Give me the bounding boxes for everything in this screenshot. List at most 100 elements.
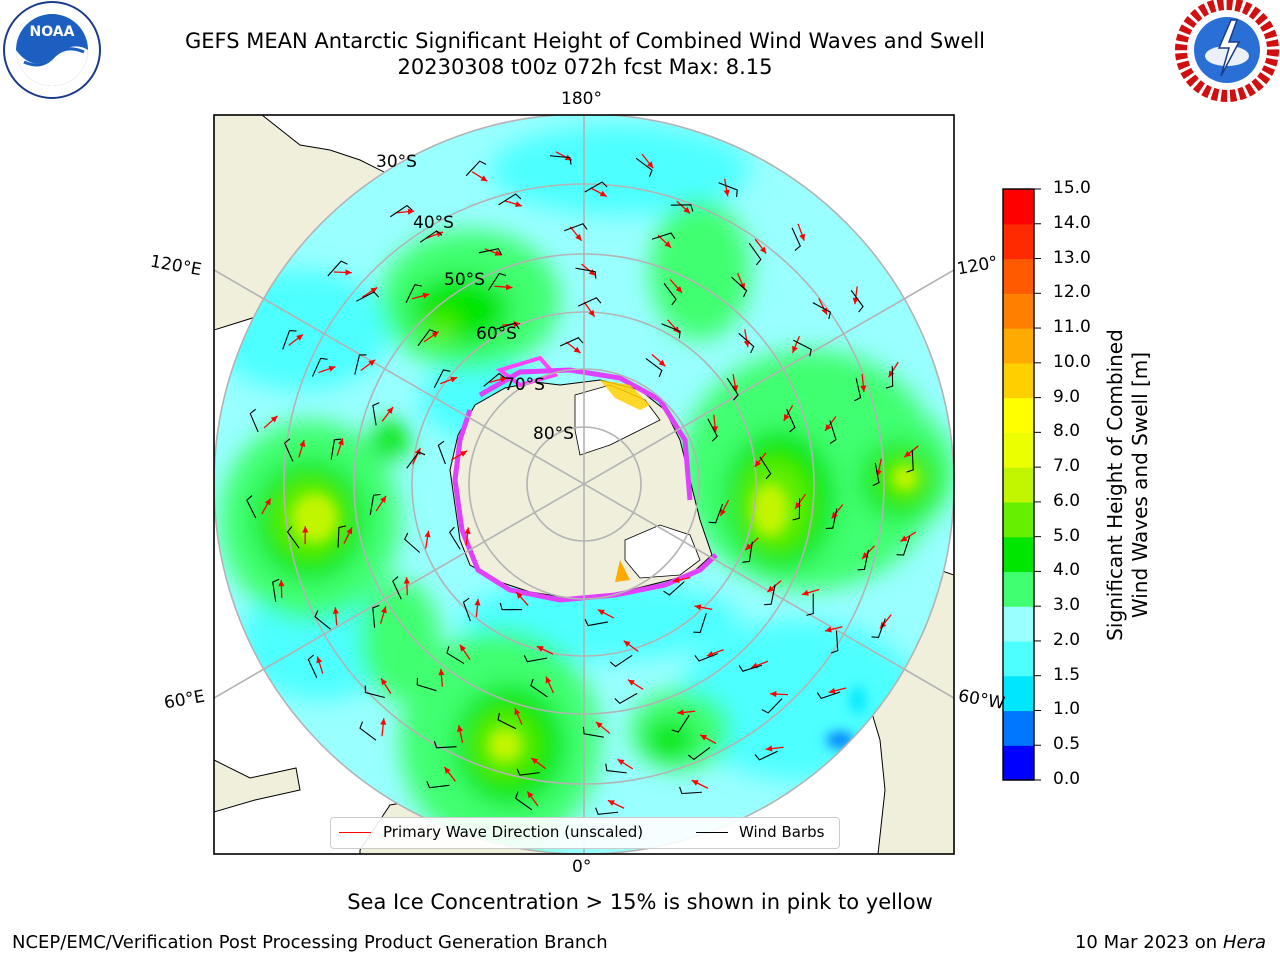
wave-arrow-head	[575, 233, 582, 241]
wind-barb	[584, 619, 608, 627]
wind-barb	[392, 576, 402, 600]
wave-legend-label: Primary Wave Direction (unscaled)	[383, 823, 644, 841]
wave-arrow-head	[424, 530, 431, 538]
wave-arrow-head	[745, 543, 753, 551]
wave-arrow-head	[450, 376, 458, 383]
wind-barb	[359, 721, 377, 741]
colorbar-band	[1003, 432, 1034, 468]
footer-host: Hera	[1222, 932, 1266, 953]
wave-arrow-head	[345, 269, 352, 276]
wind-barb	[742, 541, 753, 563]
lat-label-50s: 50°S	[444, 270, 485, 290]
colorbar-tick-label: 1.0	[1053, 699, 1081, 720]
wind-barb	[850, 290, 864, 313]
wave-arrow-head	[646, 161, 654, 169]
wind-barb	[272, 578, 280, 602]
colorbar-band	[1003, 640, 1034, 677]
wind-barb	[582, 726, 604, 738]
wind-barb	[246, 495, 257, 519]
wave-arrow-head	[278, 579, 285, 587]
colorbar-tick-label: 3.0	[1053, 595, 1081, 616]
wave-arrow-head	[754, 460, 762, 467]
wave-arrow-head	[595, 721, 603, 729]
wind-barb	[354, 354, 367, 375]
wave-arrow-head	[474, 599, 481, 606]
wave-arrow-head	[828, 687, 836, 694]
colorbar-tick-label: 11.0	[1053, 317, 1091, 338]
wind-barb	[605, 763, 627, 774]
wind-barb	[663, 581, 685, 596]
wind-barb	[885, 366, 894, 389]
wave-arrow-head	[677, 709, 684, 716]
wave-legend-swatch	[339, 832, 371, 833]
wind-barbs	[246, 155, 914, 815]
wave-arrow-head	[599, 190, 607, 197]
wave-arrow-head	[337, 438, 344, 446]
wind-barb	[419, 230, 443, 243]
wind-barb	[609, 654, 633, 668]
barb-legend-label: Wind Barbs	[739, 823, 825, 841]
chart-subtitle: 20230308 t00z 072h fcst Max: 8.15	[397, 55, 773, 79]
wave-arrow-head	[765, 745, 773, 752]
wind-barb	[791, 227, 801, 251]
map-frame	[213, 114, 955, 855]
colorbar-band	[1003, 362, 1034, 399]
wind-barb	[829, 420, 837, 444]
barb-legend-swatch	[696, 832, 728, 833]
lat-label-30s: 30°S	[376, 152, 417, 172]
wave-arrow-head	[862, 552, 869, 559]
colorbar-band	[1003, 189, 1034, 225]
footer-credit: NCEP/EMC/Verification Post Processing Pr…	[12, 932, 608, 953]
lat-label-70s: 70°S	[504, 375, 545, 395]
chart-title: GEFS MEAN Antarctic Significant Height o…	[184, 29, 986, 53]
wind-barb	[514, 791, 533, 811]
colorbar-band	[1003, 293, 1034, 329]
wind-barb	[708, 503, 724, 524]
wave-direction-arrows	[261, 151, 919, 809]
colorbar-tick-label: 15.0	[1053, 178, 1091, 198]
wind-barb	[786, 409, 796, 433]
wave-arrow-head	[316, 656, 323, 664]
wind-barb	[416, 677, 437, 692]
wave-arrow-head	[422, 292, 430, 299]
lat-label-80s: 80°S	[533, 424, 574, 444]
wave-arrow-head	[270, 415, 278, 423]
wind-barb	[688, 746, 711, 761]
wind-barb	[478, 248, 503, 256]
wave-arrow-head	[380, 718, 387, 725]
colorbar-band	[1003, 745, 1034, 781]
wave-arrow-head	[536, 646, 544, 652]
wind-barb	[718, 182, 738, 197]
wind-barb	[496, 322, 520, 330]
wave-arrow-head	[464, 527, 471, 535]
wind-barb	[499, 602, 523, 611]
wind-barb	[707, 418, 718, 442]
wave-arrow-head	[658, 359, 666, 367]
colorbar-tick-label: 10.0	[1053, 351, 1091, 372]
wind-barb	[465, 160, 487, 177]
wave-arrow-head	[380, 606, 387, 614]
wind-barb	[311, 357, 328, 377]
wave-arrow-head	[403, 577, 410, 584]
colorbar-tick-label: 12.0	[1053, 282, 1091, 303]
wind-barb	[549, 155, 572, 165]
colorbar-tick-label: 14.0	[1053, 212, 1091, 233]
colorbar-band	[1003, 536, 1034, 573]
wind-barb	[584, 181, 608, 193]
wave-arrow-head	[545, 676, 552, 684]
wave-arrow-head	[711, 426, 719, 433]
wind-barb	[523, 655, 548, 663]
lon-label-bottom: 0°	[572, 857, 592, 877]
wind-barb	[896, 535, 911, 556]
wind-barb	[417, 329, 437, 347]
wave-arrow-head	[514, 708, 521, 716]
colorbar-tick-label: 5.0	[1053, 525, 1081, 546]
wind-barb	[679, 786, 702, 795]
wind-barb	[693, 613, 707, 633]
wave-arrow-head	[732, 385, 739, 392]
wave-arrow-head	[825, 424, 832, 431]
wave-arrow-head	[597, 609, 605, 616]
sea-ice-caption: Sea Ice Concentration > 15% is shown in …	[347, 890, 933, 914]
colorbar-tick-label: 6.0	[1053, 490, 1081, 511]
